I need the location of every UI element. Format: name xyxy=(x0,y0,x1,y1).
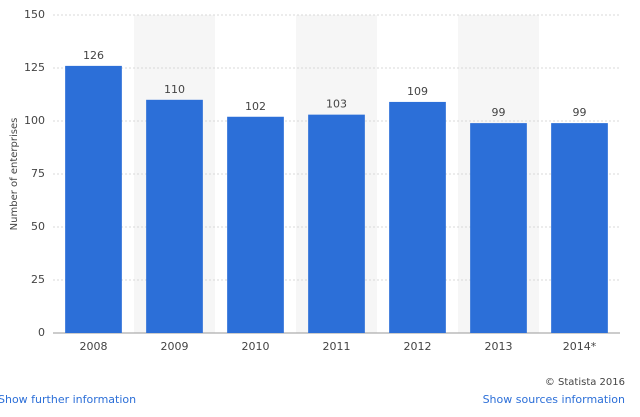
bar xyxy=(389,101,446,333)
value-label: 110 xyxy=(164,83,185,96)
y-axis-label: Number of enterprises xyxy=(9,118,20,231)
further-info-link[interactable]: Show further information xyxy=(0,393,136,406)
x-tick-label: 2012 xyxy=(404,340,432,353)
value-label: 126 xyxy=(83,49,104,62)
y-tick-label: 25 xyxy=(31,273,45,286)
bar xyxy=(227,116,284,333)
x-tick-label: 2008 xyxy=(80,340,108,353)
y-tick-label: 75 xyxy=(31,167,45,180)
x-tick-label: 2014* xyxy=(563,340,597,353)
value-label: 109 xyxy=(407,85,428,98)
y-tick-label: 0 xyxy=(38,326,45,339)
value-label: 103 xyxy=(326,98,347,111)
bar xyxy=(551,123,608,334)
value-label: 99 xyxy=(492,106,506,119)
x-tick-label: 2010 xyxy=(242,340,270,353)
bar xyxy=(308,114,365,333)
y-tick-label: 150 xyxy=(24,8,45,21)
y-tick-label: 100 xyxy=(24,114,45,127)
y-tick-label: 125 xyxy=(24,61,45,74)
bar xyxy=(146,99,203,333)
bar xyxy=(65,65,122,333)
x-tick-label: 2009 xyxy=(161,340,189,353)
value-label: 99 xyxy=(573,106,587,119)
x-tick-label: 2013 xyxy=(485,340,513,353)
y-tick-label: 50 xyxy=(31,220,45,233)
x-tick-label: 2011 xyxy=(323,340,351,353)
value-label: 102 xyxy=(245,100,266,113)
source: © Statista 2016 xyxy=(545,377,625,388)
sources-link[interactable]: Show sources information xyxy=(483,393,625,406)
bar xyxy=(470,123,527,334)
